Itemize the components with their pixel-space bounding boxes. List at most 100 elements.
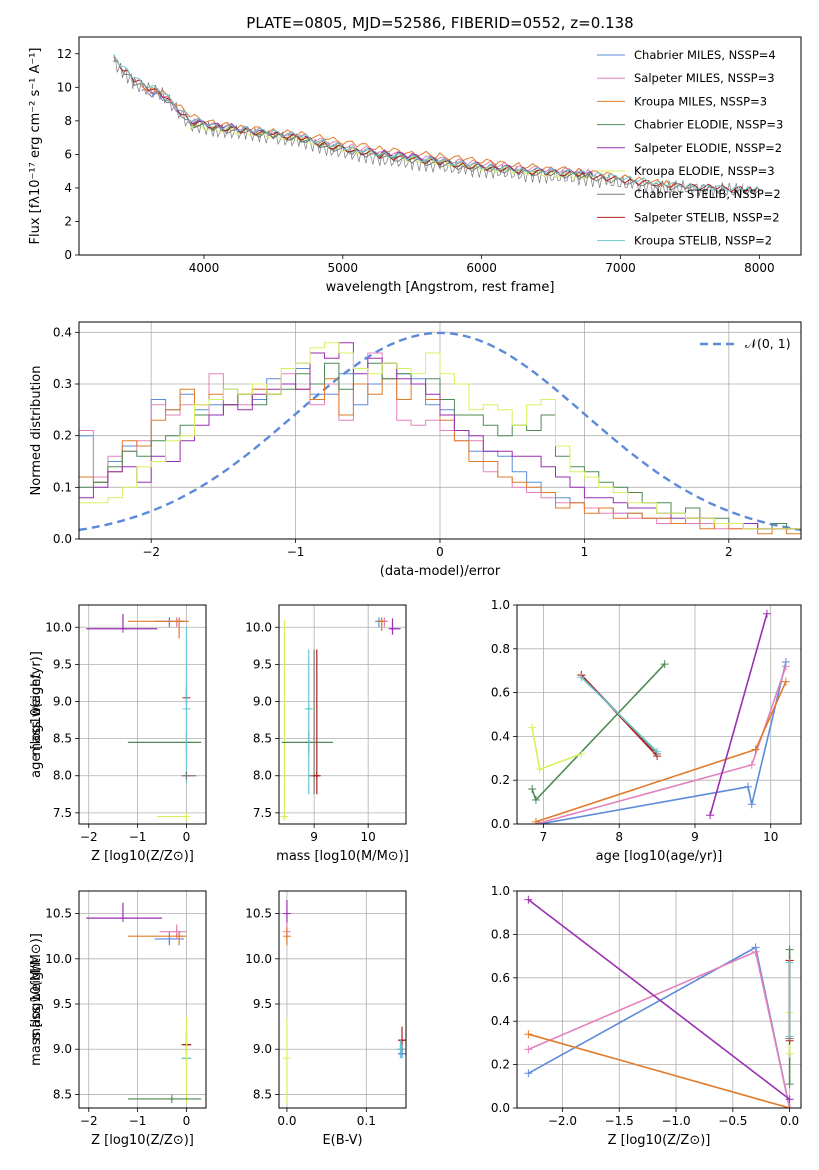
panel-residuals: −2 −1 0 1 2 0.0 0.1 0.2 0.3 0.4 (data-model)/error… [29, 321, 802, 579]
y-tick-label: 0.4 [491, 1014, 510, 1028]
y-tick-label: 0.4 [53, 325, 72, 339]
y-tick-label: 8.5 [253, 1087, 272, 1101]
x-tick-label: −0.5 [718, 1114, 747, 1128]
legend-label: Kroupa STELIB, NSSP=2 [634, 234, 772, 248]
y-tick-label: 0.2 [53, 429, 72, 443]
legend-label: Kroupa ELODIE, NSSP=3 [634, 164, 775, 178]
y-tick-label: 0.8 [491, 927, 510, 941]
series-line [79, 342, 801, 530]
panel-weight_vs_age: 7 8 9 10 0.0 0.2 0.4 0.6 0.8 1.0 age [log10(age/yr… [29, 598, 802, 864]
panel-age_vs_mass: 9 10 7.5 8.0 8.5 9.0 9.5 10.0 mass [log10(M/M⊙)] [245, 604, 409, 864]
y-axis-label: mass weight [29, 958, 44, 1040]
x-tick-label: −2 [142, 545, 160, 559]
y-tick-label: 9.5 [253, 997, 272, 1011]
series-line [79, 331, 801, 532]
y-tick-label: 10.0 [245, 952, 272, 966]
x-tick-label: −1.5 [605, 1114, 634, 1128]
legend-label: Salpeter MILES, NSSP=3 [634, 71, 775, 85]
page-title: PLATE=0805, MJD=52586, FIBERID=0552, z=0… [246, 14, 633, 32]
y-tick-label: 9.0 [253, 695, 272, 709]
x-tick-label: −2 [80, 830, 98, 844]
legend-label: Chabrier MILES, NSSP=4 [634, 48, 776, 62]
x-tick-label: 10 [763, 830, 778, 844]
series-line [531, 727, 582, 771]
legend: 𝒩(0, 1) [700, 336, 791, 351]
plot-area [79, 322, 801, 539]
y-tick-label: 12 [57, 47, 72, 61]
y-tick-label: 9.0 [53, 695, 72, 709]
panel-mass_vs_Z: −2 −1 0 8.5 9.0 9.5 10.0 10.5 Z [log10(Z/Z⊙)] mas… [29, 890, 207, 1148]
x-tick-label: 1 [581, 545, 589, 559]
axes-frame [516, 604, 802, 825]
series-line [528, 946, 791, 1108]
x-axis-label: E(B-V) [322, 1133, 362, 1148]
y-tick-label: 9.5 [53, 657, 72, 671]
x-tick-label: 2 [725, 545, 733, 559]
x-tick-label: 7000 [605, 261, 636, 275]
y-tick-label: 8.0 [53, 769, 72, 783]
axes-frame [78, 321, 802, 540]
y-tick-label: 10.0 [45, 952, 72, 966]
panel-weight_vs_Z: −2.0 −1.5 −1.0 −0.5 0.0 0.0 0.2 0.4 0.6 0.8 1.0 Z [… [29, 884, 802, 1148]
y-tick-label: 7.5 [53, 806, 72, 820]
panel-mass_vs_ebv: 0.0 0.1 8.5 9.0 9.5 10.0 10.5 E(B-V) [245, 890, 407, 1148]
legend-label: Kroupa MILES, NSSP=3 [634, 94, 767, 108]
panel-age_vs_Z: −2 −1 0 7.5 8.0 8.5 9.0 9.5 10.0 Z [log10(Z/Z⊙)] a… [29, 604, 207, 864]
y-axis-label: Flux [fλ10⁻¹⁷ erg cm⁻² s⁻¹ A⁻¹] [28, 48, 43, 245]
plot-area [113, 53, 760, 197]
legend-label: 𝒩(0, 1) [745, 336, 791, 351]
x-tick-label: −1 [287, 545, 305, 559]
x-tick-label: 9 [310, 830, 318, 844]
plot-area [517, 605, 801, 824]
axes-frame [278, 890, 407, 1109]
series-line [528, 1033, 790, 1108]
legend-label: Salpeter ELODIE, NSSP=2 [634, 141, 782, 155]
y-axis-label: Normed distribution [29, 366, 44, 496]
series-line [531, 663, 666, 802]
y-tick-label: 0.2 [491, 1058, 510, 1072]
plot-area [279, 605, 406, 824]
y-tick-label: 4 [64, 181, 72, 195]
series-line [527, 899, 791, 1100]
x-tick-label: −1 [129, 1114, 147, 1128]
x-tick-label: 4000 [189, 261, 220, 275]
y-tick-label: 0.6 [491, 686, 510, 700]
y-tick-label: 10 [57, 80, 72, 94]
y-tick-label: 10.5 [45, 907, 72, 921]
y-tick-label: 10.0 [245, 620, 272, 634]
y-tick-label: 0.4 [491, 729, 510, 743]
y-tick-label: 0.3 [53, 377, 72, 391]
x-tick-label: 0 [183, 1114, 191, 1128]
x-tick-label: 0 [436, 545, 444, 559]
y-tick-label: 0.1 [53, 480, 72, 494]
x-axis-label: mass [log10(M/M⊙)] [276, 849, 409, 864]
legend-label: Chabrier ELODIE, NSSP=3 [634, 118, 783, 132]
legend-label: Salpeter STELIB, NSSP=2 [634, 210, 780, 224]
x-axis-label: (data-model)/error [380, 564, 501, 579]
axes-frame [78, 36, 802, 256]
series-line [535, 666, 787, 824]
y-tick-label: 0.0 [491, 1101, 510, 1115]
x-axis-label: Z [log10(Z/Z⊙)] [91, 1133, 194, 1148]
x-axis-label: wavelength [Angstrom, rest frame] [326, 280, 555, 295]
x-tick-label: 8000 [744, 261, 775, 275]
x-axis-label: age [log10(age/yr)] [596, 849, 723, 864]
legend-label: Chabrier STELIB, NSSP=2 [634, 187, 781, 201]
x-tick-label: 8 [615, 830, 623, 844]
series-line [141, 85, 593, 176]
x-tick-label: −2.0 [548, 1114, 577, 1128]
y-tick-label: 1.0 [491, 598, 510, 612]
y-tick-label: 9.0 [53, 1042, 72, 1056]
y-tick-label: 8.5 [253, 732, 272, 746]
y-tick-label: 0.0 [491, 817, 510, 831]
y-tick-label: 10.5 [245, 907, 272, 921]
x-tick-label: −1 [129, 830, 147, 844]
series-line [141, 88, 594, 178]
y-tick-label: 7.5 [253, 806, 272, 820]
series-line [79, 342, 801, 530]
y-tick-label: 0.0 [53, 532, 72, 546]
y-tick-label: 10.0 [45, 620, 72, 634]
series-line [580, 676, 658, 753]
y-tick-label: 9.5 [53, 997, 72, 1011]
x-tick-label: −2 [80, 1114, 98, 1128]
